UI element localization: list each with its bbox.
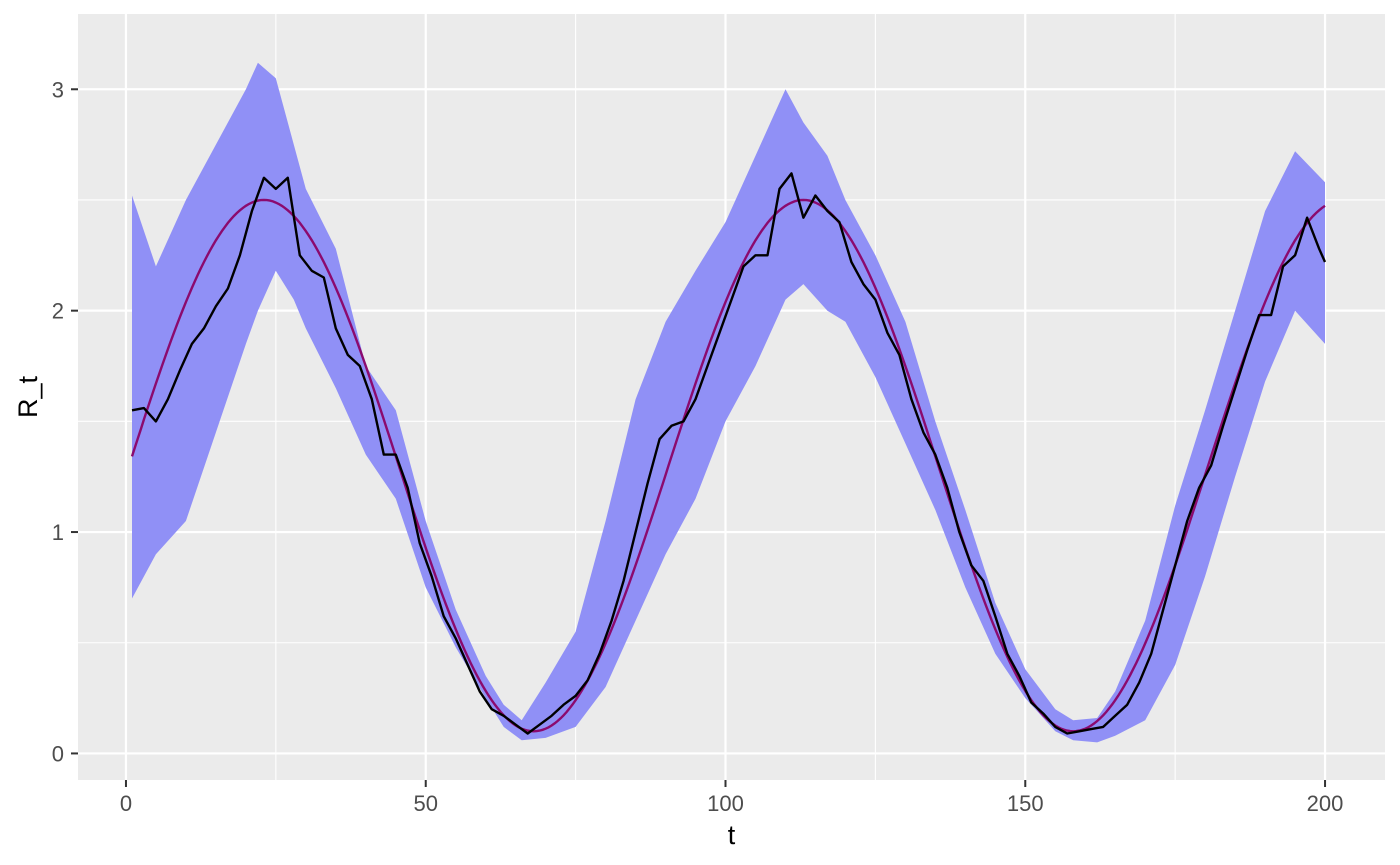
x-axis-title: t <box>728 820 736 850</box>
x-tick-label: 200 <box>1307 791 1344 816</box>
x-tick-label: 100 <box>707 791 744 816</box>
x-axis-ticks: 0 50 100 150 200 <box>120 780 1344 816</box>
x-tick-label: 50 <box>413 791 437 816</box>
x-tick-label: 150 <box>1007 791 1044 816</box>
plot-marks <box>130 62 1327 743</box>
y-tick-label: 2 <box>52 299 64 324</box>
y-axis-ticks: 0 1 2 3 <box>52 77 78 766</box>
estimate-line <box>131 172 1327 735</box>
x-tick-label: 0 <box>120 791 132 816</box>
y-tick-label: 3 <box>52 77 64 102</box>
y-axis-title: R_t <box>13 376 43 419</box>
y-tick-label: 1 <box>52 520 64 545</box>
truth-line <box>130 198 1326 733</box>
y-tick-label: 0 <box>52 741 64 766</box>
